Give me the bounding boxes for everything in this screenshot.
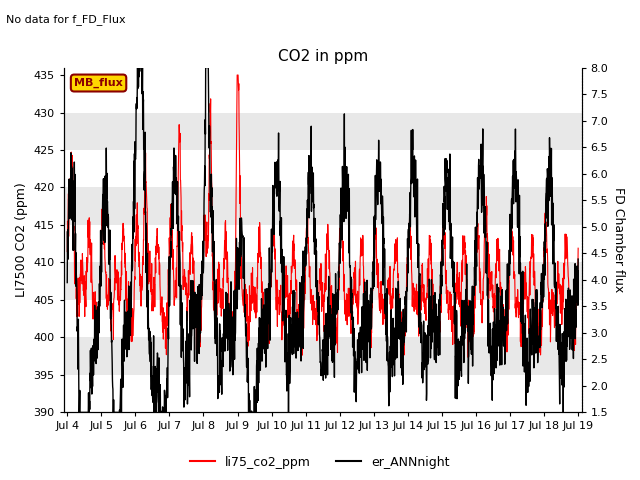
Text: MB_flux: MB_flux: [74, 78, 123, 88]
Title: CO2 in ppm: CO2 in ppm: [278, 48, 368, 64]
Bar: [64, 112, 582, 150]
Legend: li75_co2_ppm, er_ANNnight: li75_co2_ppm, er_ANNnight: [186, 451, 454, 474]
Bar: [64, 263, 582, 300]
Y-axis label: LI7500 CO2 (ppm): LI7500 CO2 (ppm): [15, 182, 28, 297]
Bar: [64, 337, 582, 375]
Bar: [64, 188, 582, 225]
Y-axis label: FD Chamber flux: FD Chamber flux: [612, 187, 625, 293]
Text: No data for f_FD_Flux: No data for f_FD_Flux: [6, 14, 126, 25]
